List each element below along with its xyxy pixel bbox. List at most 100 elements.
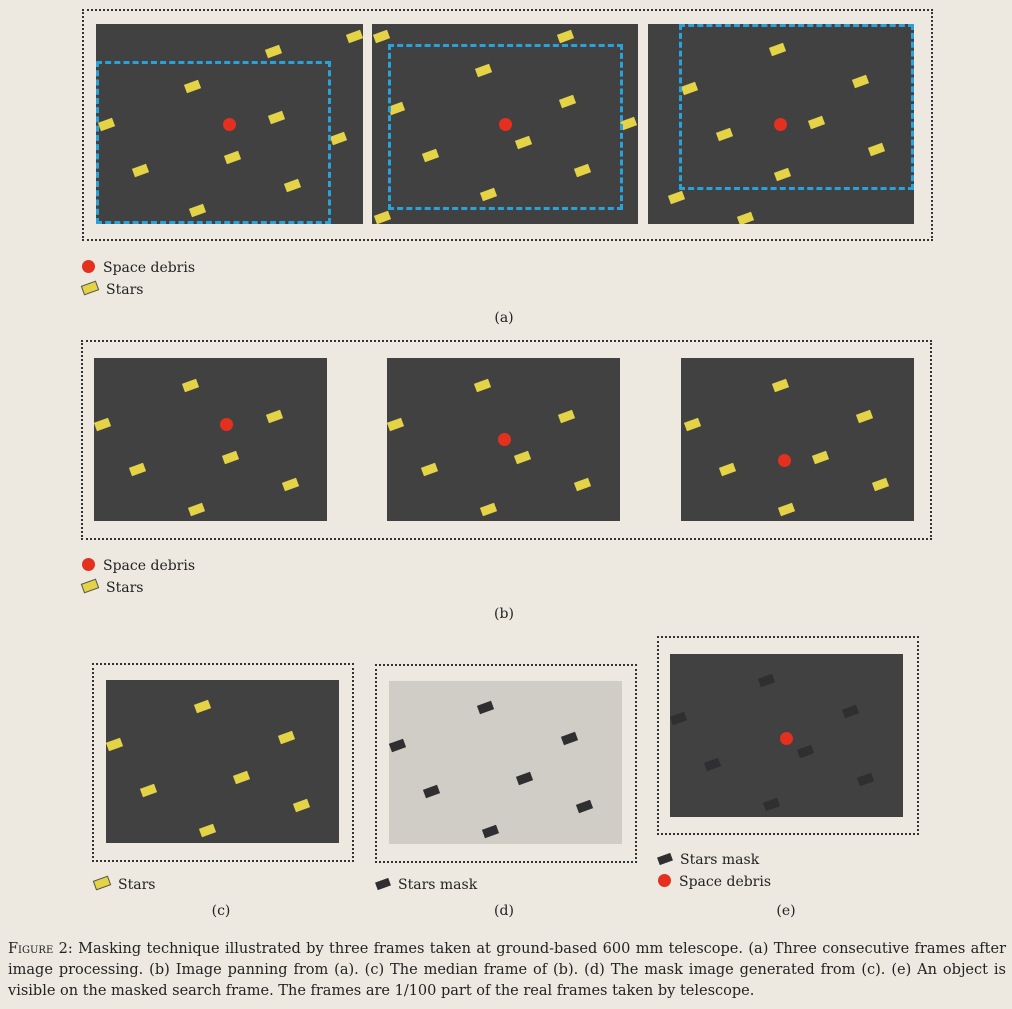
star	[683, 417, 702, 432]
legend-space-debris: Space debris	[658, 873, 771, 891]
star	[106, 737, 124, 752]
star	[139, 783, 158, 798]
star	[131, 163, 150, 178]
panel-e-container	[657, 636, 919, 835]
star	[181, 378, 200, 393]
panel-label-d: (d)	[494, 903, 514, 919]
legend-stars-mask: Stars mask	[657, 851, 759, 869]
star	[871, 477, 890, 492]
star-mask	[757, 673, 776, 688]
panel-a-frame-3	[648, 24, 914, 224]
star	[232, 770, 251, 785]
star	[479, 187, 498, 202]
star	[718, 462, 737, 477]
panel-b-container	[81, 340, 932, 540]
star	[474, 63, 493, 78]
panel-c-container	[92, 663, 354, 862]
legend-space-debris: Space debris	[82, 557, 195, 575]
stars-mask-icon	[657, 852, 673, 866]
star	[473, 378, 492, 393]
star	[851, 74, 870, 89]
panel-b-frame-2	[387, 358, 620, 521]
star	[807, 115, 826, 130]
space-debris	[778, 454, 791, 467]
panel-a-container	[82, 9, 933, 241]
star	[421, 148, 440, 163]
star	[187, 502, 206, 517]
star	[94, 417, 112, 432]
caption-text: Masking technique illustrated by three f…	[8, 941, 1006, 999]
star-mask	[796, 744, 815, 759]
star	[373, 210, 392, 224]
space-debris	[220, 418, 233, 431]
star	[128, 462, 147, 477]
star-icon	[92, 875, 112, 891]
space-debris	[498, 433, 511, 446]
star	[557, 409, 576, 424]
debris-icon	[658, 874, 671, 887]
star	[281, 477, 300, 492]
star	[221, 450, 240, 465]
star	[680, 81, 699, 96]
star	[267, 110, 286, 125]
legend-stars: Stars	[92, 875, 155, 894]
star-mask	[476, 700, 495, 715]
star	[619, 116, 638, 131]
panel-e-masked-frame	[670, 654, 903, 817]
panel-label-b: (b)	[494, 606, 514, 622]
star-mask	[515, 771, 534, 786]
star	[573, 163, 592, 178]
star	[223, 150, 242, 165]
legend-stars: Stars	[80, 280, 143, 299]
star	[420, 462, 439, 477]
star	[514, 135, 533, 150]
legend-stars-mask: Stars mask	[375, 876, 477, 894]
panel-label-c: (c)	[211, 903, 231, 919]
star-icon	[80, 280, 100, 296]
star-mask	[703, 757, 722, 772]
star	[193, 699, 212, 714]
panel-b-frame-3	[681, 358, 914, 521]
star	[188, 203, 207, 218]
debris-icon	[82, 260, 95, 273]
space-debris	[223, 118, 236, 131]
star	[283, 178, 302, 193]
panel-d-mask-frame	[389, 681, 622, 844]
star	[667, 190, 686, 205]
star	[372, 29, 391, 44]
stars-mask-icon	[375, 877, 391, 891]
star-mask	[841, 704, 860, 719]
star-mask	[389, 738, 407, 753]
panel-a-frame-1	[96, 24, 363, 224]
crop-region	[96, 61, 331, 224]
star	[573, 477, 592, 492]
star-mask	[481, 824, 500, 839]
star	[811, 450, 830, 465]
legend-space-debris: Space debris	[82, 259, 195, 277]
debris-icon	[82, 558, 95, 571]
crop-region	[679, 24, 914, 190]
star	[277, 730, 296, 745]
star-mask	[762, 797, 781, 812]
star-mask	[422, 784, 441, 799]
star	[198, 823, 217, 838]
legend-stars: Stars	[80, 578, 143, 597]
star	[265, 409, 284, 424]
star-mask	[560, 731, 579, 746]
panel-c-median-frame	[106, 680, 339, 843]
star	[556, 29, 575, 44]
star	[867, 142, 886, 157]
star	[264, 44, 283, 59]
figure-label: Figure 2:	[8, 941, 73, 957]
star	[771, 378, 790, 393]
star-icon	[80, 578, 100, 594]
star	[292, 798, 311, 813]
star-mask	[856, 772, 875, 787]
star	[715, 127, 734, 142]
panel-label-a: (a)	[494, 310, 514, 326]
star	[97, 117, 116, 132]
space-debris	[774, 118, 787, 131]
panel-a-frame-2	[372, 24, 638, 224]
star	[183, 79, 202, 94]
star	[736, 211, 755, 224]
